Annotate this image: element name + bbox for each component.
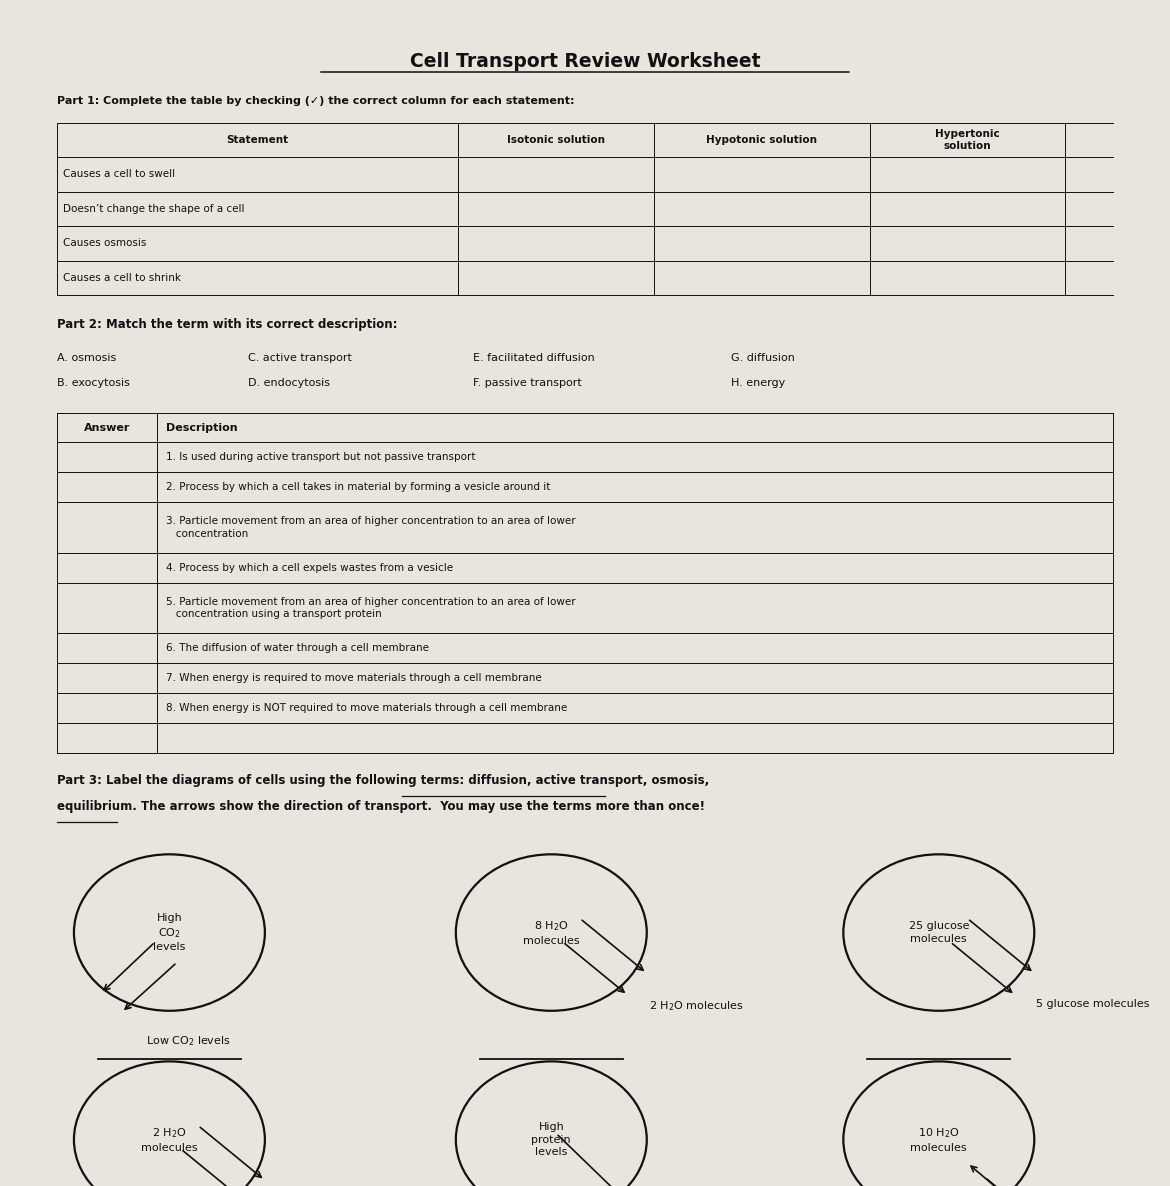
- Text: 4. Process by which a cell expels wastes from a vesicle: 4. Process by which a cell expels wastes…: [166, 563, 454, 573]
- Text: 8 H$_2$O
molecules: 8 H$_2$O molecules: [523, 919, 579, 945]
- Text: F. passive transport: F. passive transport: [473, 378, 581, 388]
- Text: 7. When energy is required to move materials through a cell membrane: 7. When energy is required to move mater…: [166, 674, 542, 683]
- Text: 2. Process by which a cell takes in material by forming a vesicle around it: 2. Process by which a cell takes in mate…: [166, 483, 551, 492]
- Text: Answer: Answer: [84, 422, 130, 433]
- Text: Description: Description: [166, 422, 238, 433]
- Text: G. diffusion: G. diffusion: [731, 352, 794, 363]
- Text: 10 H$_2$O
molecules: 10 H$_2$O molecules: [910, 1127, 968, 1153]
- Text: 2 H$_2$O
molecules: 2 H$_2$O molecules: [142, 1127, 198, 1153]
- Text: Part 3: Label the diagrams of cells using the following terms: diffusion, active: Part 3: Label the diagrams of cells usin…: [57, 773, 709, 786]
- Text: Causes a cell to swell: Causes a cell to swell: [63, 170, 174, 179]
- Text: Statement: Statement: [227, 135, 289, 145]
- Text: Causes osmosis: Causes osmosis: [63, 238, 146, 248]
- Text: D. endocytosis: D. endocytosis: [248, 378, 330, 388]
- Text: High
CO$_2$
levels: High CO$_2$ levels: [153, 913, 186, 952]
- Text: 1. Is used during active transport but not passive transport: 1. Is used during active transport but n…: [166, 452, 476, 463]
- Text: E. facilitated diffusion: E. facilitated diffusion: [473, 352, 594, 363]
- Text: Cell Transport Review Worksheet: Cell Transport Review Worksheet: [410, 52, 760, 71]
- Text: Hypertonic
solution: Hypertonic solution: [935, 129, 1000, 151]
- Text: Isotonic solution: Isotonic solution: [507, 135, 605, 145]
- Text: 8. When energy is NOT required to move materials through a cell membrane: 8. When energy is NOT required to move m…: [166, 703, 567, 713]
- Text: 5. Particle movement from an area of higher concentration to an area of lower
  : 5. Particle movement from an area of hig…: [166, 597, 576, 619]
- Text: C. active transport: C. active transport: [248, 352, 352, 363]
- Text: Part 2: Match the term with its correct description:: Part 2: Match the term with its correct …: [57, 318, 398, 331]
- Text: 3. Particle movement from an area of higher concentration to an area of lower
  : 3. Particle movement from an area of hig…: [166, 516, 576, 538]
- Text: equilibrium. The arrows show the direction of transport.  You may use the terms : equilibrium. The arrows show the directi…: [57, 801, 706, 814]
- Text: Doesn’t change the shape of a cell: Doesn’t change the shape of a cell: [63, 204, 245, 213]
- Text: Causes a cell to shrink: Causes a cell to shrink: [63, 273, 180, 283]
- Text: A. osmosis: A. osmosis: [57, 352, 116, 363]
- Text: B. exocytosis: B. exocytosis: [57, 378, 130, 388]
- Text: 2 H$_2$O molecules: 2 H$_2$O molecules: [648, 999, 743, 1013]
- Text: H. energy: H. energy: [731, 378, 785, 388]
- Text: 6. The diffusion of water through a cell membrane: 6. The diffusion of water through a cell…: [166, 643, 429, 653]
- Text: Part 1: Complete the table by checking (✓) the correct column for each statement: Part 1: Complete the table by checking (…: [57, 96, 574, 107]
- Text: 5 glucose molecules: 5 glucose molecules: [1037, 999, 1150, 1009]
- Text: High
protein
levels: High protein levels: [531, 1122, 571, 1158]
- Text: Hypotonic solution: Hypotonic solution: [707, 135, 818, 145]
- Text: Low CO$_2$ levels: Low CO$_2$ levels: [145, 1034, 230, 1047]
- Text: 25 glucose
molecules: 25 glucose molecules: [909, 922, 969, 944]
